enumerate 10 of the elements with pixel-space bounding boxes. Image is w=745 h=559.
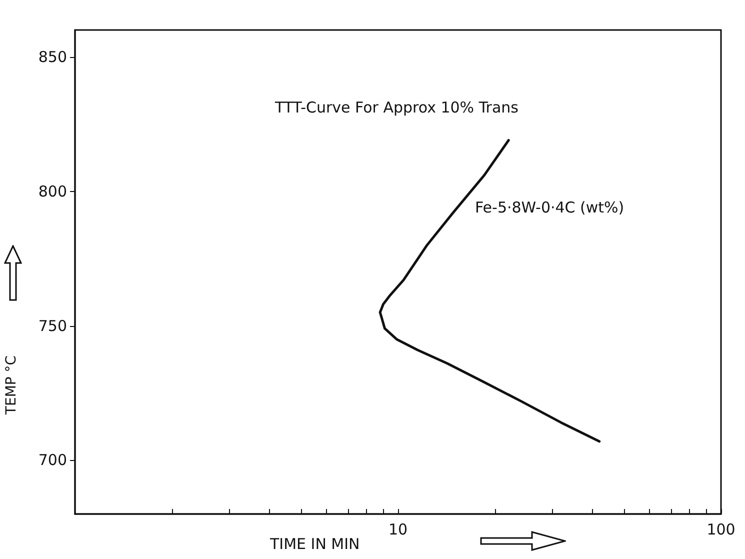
annotation: Fe-5·8W-0·4C (wt%) [475,198,624,216]
y-axis-title: TEMP °C [4,355,20,415]
annotation: TTT-Curve For Approx 10% Trans [274,98,519,116]
x-tick-label: 100 [706,520,736,538]
y-tick-label: 800 [38,182,67,200]
x-tick-label: 10 [388,520,408,538]
y-tick-label: 750 [38,316,67,335]
x-axis-title: TIME IN MIN [270,535,360,553]
y-tick-label: 700 [38,451,67,470]
y-tick-label: 850 [38,48,67,66]
